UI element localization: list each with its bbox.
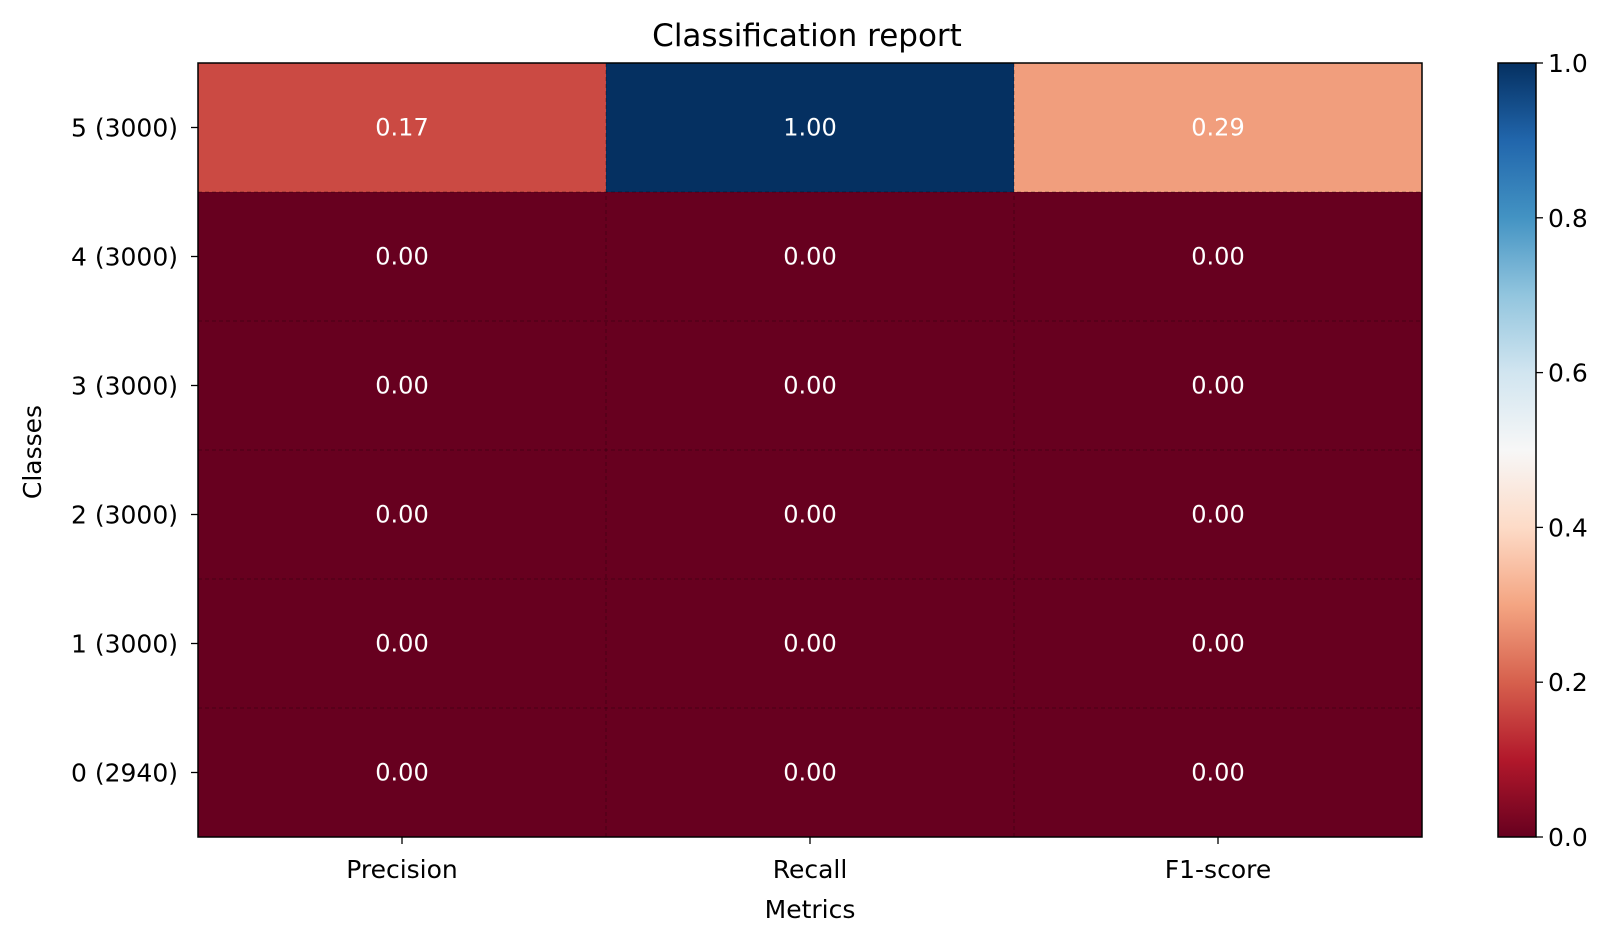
cell-value-label-1-0: 0.00 (375, 243, 428, 271)
cell-value-label-4-1: 0.00 (783, 630, 836, 658)
chart-title: Classification report (652, 18, 962, 54)
cell-value-label-2-2: 0.00 (1191, 372, 1244, 400)
heatmap-cell-4-0 (198, 579, 606, 708)
cell-value-label-4-0: 0.00 (375, 630, 428, 658)
cell-value-label-5-2: 0.00 (1191, 759, 1244, 787)
colorbar-tick-label: 0.0 (1548, 823, 1588, 852)
x-axis-title: Metrics (765, 895, 856, 924)
cell-value-label-2-0: 0.00 (375, 372, 428, 400)
colorbar-tick-label: 0.2 (1548, 668, 1588, 697)
x-tick-labels: Precision Recall F1-score (346, 837, 1271, 884)
cell-value-label-0-1: 1.00 (783, 114, 836, 142)
heatmap-gridlines (198, 63, 1422, 837)
heatmap-cell-5-1 (606, 708, 1014, 837)
heatmap-cell-2-1 (606, 321, 1014, 450)
colorbar-gradient (1497, 62, 1537, 838)
y-tick-label: 2 (3000) (71, 501, 178, 530)
heatmap-cell-4-1 (606, 579, 1014, 708)
x-tick-label: Precision (346, 855, 458, 884)
cell-value-label-3-1: 0.00 (783, 501, 836, 529)
colorbar: 0.0 0.2 0.4 0.6 0.8 1.0 (1497, 49, 1588, 852)
heatmap-cell-5-0 (198, 708, 606, 837)
heatmap-cell-2-2 (1014, 321, 1422, 450)
heatmap-cell-3-0 (198, 450, 606, 579)
colorbar-tick-label: 0.4 (1548, 513, 1588, 542)
heatmap-cell-3-2 (1014, 450, 1422, 579)
heatmap-cell-0-0 (198, 63, 606, 192)
cell-value-label-1-2: 0.00 (1191, 243, 1244, 271)
heatmap-cells (198, 63, 1422, 837)
cell-value-label-5-0: 0.00 (375, 759, 428, 787)
y-tick-label: 3 (3000) (71, 372, 178, 401)
x-tick-label: Recall (773, 855, 848, 884)
heatmap-cell-2-0 (198, 321, 606, 450)
y-tick-label: 0 (2940) (71, 759, 178, 788)
y-tick-label: 4 (3000) (71, 243, 178, 272)
cell-value-label-4-2: 0.00 (1191, 630, 1244, 658)
cell-value-label-5-1: 0.00 (783, 759, 836, 787)
cell-value-label-2-1: 0.00 (783, 372, 836, 400)
heatmap-cell-1-1 (606, 192, 1014, 321)
x-tick-label: F1-score (1165, 855, 1271, 884)
cell-value-label-0-0: 0.17 (375, 114, 428, 142)
heatmap-cell-labels: 0.17 1.00 0.29 0.00 0.00 0.00 0.00 0.00 0.00 0.00… (375, 114, 1244, 787)
heatmap-cell-1-2 (1014, 192, 1422, 321)
cell-value-label-3-2: 0.00 (1191, 501, 1244, 529)
cell-value-label-1-1: 0.00 (783, 243, 836, 271)
heatmap-cell-1-0 (198, 192, 606, 321)
colorbar-tick-label: 0.8 (1548, 204, 1588, 233)
cell-value-label-3-0: 0.00 (375, 501, 428, 529)
heatmap-cell-4-2 (1014, 579, 1422, 708)
y-tick-labels: 5 (3000) 4 (3000) 3 (3000) 2 (3000) 1 (3000)… (71, 114, 198, 788)
y-axis-title: Classes (18, 405, 47, 499)
y-tick-label: 5 (3000) (71, 114, 178, 143)
colorbar-tick-label: 1.0 (1548, 49, 1588, 78)
colorbar-tick-label: 0.6 (1548, 359, 1588, 388)
colorbar-ticks: 0.0 0.2 0.4 0.6 0.8 1.0 (1536, 49, 1588, 852)
heatmap-cell-3-1 (606, 450, 1014, 579)
heatmap-cell-5-2 (1014, 708, 1422, 837)
cell-value-label-0-2: 0.29 (1191, 114, 1244, 142)
heatmap-cell-0-2 (1014, 63, 1422, 192)
y-tick-label: 1 (3000) (71, 630, 178, 659)
heatmap-cell-0-1 (606, 63, 1014, 192)
